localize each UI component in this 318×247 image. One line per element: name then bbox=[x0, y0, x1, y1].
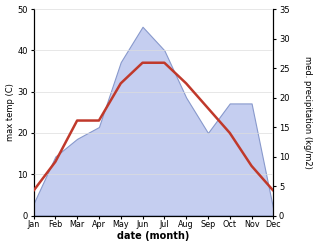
Y-axis label: max temp (C): max temp (C) bbox=[5, 83, 15, 141]
X-axis label: date (month): date (month) bbox=[117, 231, 190, 242]
Y-axis label: med. precipitation (kg/m2): med. precipitation (kg/m2) bbox=[303, 56, 313, 169]
